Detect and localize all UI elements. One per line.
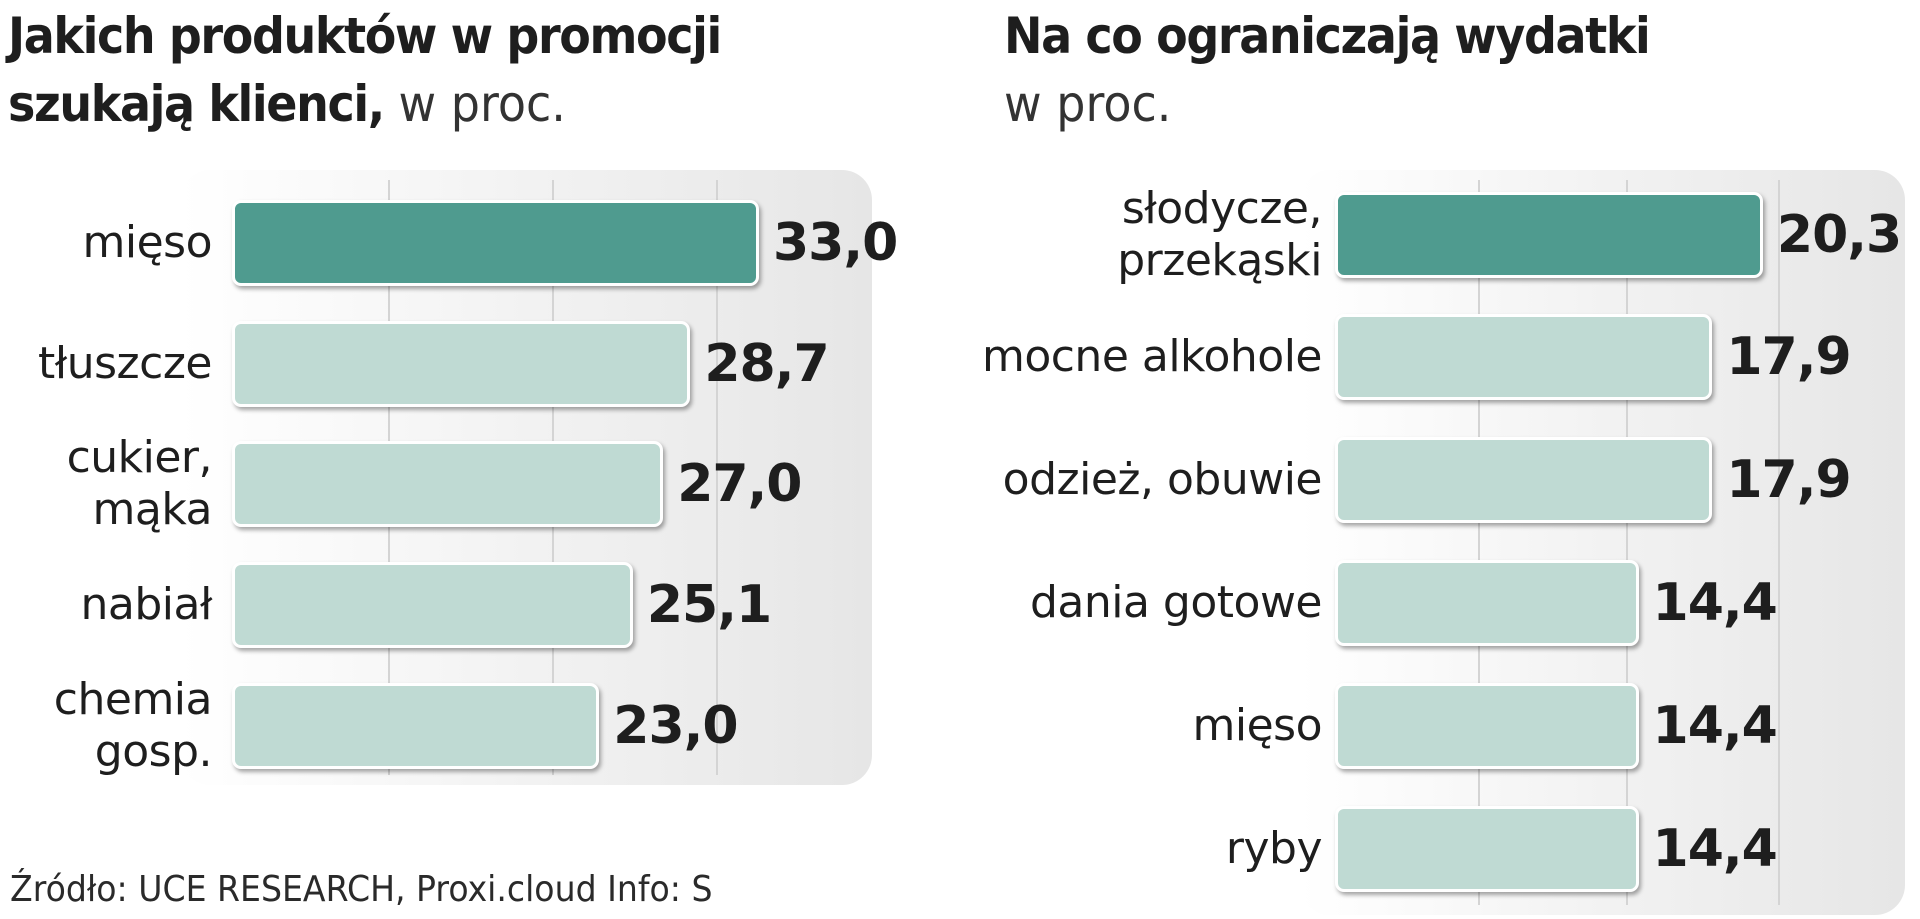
right-bar <box>1335 437 1713 523</box>
right-value-label: 17,9 <box>1726 327 1851 387</box>
right-category-label-line: odzież, obuwie <box>1002 454 1323 505</box>
left-value-label: 27,0 <box>677 454 802 514</box>
right-value-label: 17,9 <box>1726 450 1851 510</box>
left-chart-title-text: szukają klienci, <box>8 75 385 133</box>
left-value-label: 33,0 <box>773 213 898 273</box>
left-value-label: 25,1 <box>646 575 772 635</box>
left-bar <box>232 562 633 648</box>
right-category-label: dania gotowe <box>1029 577 1323 629</box>
right-category-label: odzież, obuwie <box>1002 454 1323 506</box>
left-category-label-line: mięso <box>82 217 213 268</box>
left-category-label: nabiał <box>80 579 213 631</box>
left-value-label: 23,0 <box>613 696 738 756</box>
right-category-label-line: mięso <box>1192 700 1323 751</box>
right-value-label: 14,4 <box>1652 696 1778 756</box>
left-bar <box>232 200 759 286</box>
right-value-label: 14,4 <box>1652 819 1778 879</box>
right-category-label: słodycze, przekąski <box>1117 183 1322 287</box>
left-category-label-line: mąka <box>92 484 213 535</box>
right-value-label: 14,4 <box>1652 573 1778 633</box>
left-gridline <box>716 180 718 775</box>
right-category-label-line: dania gotowe <box>1029 577 1323 628</box>
right-category-label-line: ryby <box>1225 823 1323 874</box>
left-chart-unit: w proc. <box>398 75 566 133</box>
right-value-label: 20,3 <box>1776 205 1902 265</box>
left-category-label-line: cukier, <box>66 432 213 483</box>
left-category-label: cukier, mąka <box>66 432 213 536</box>
left-bar <box>232 441 664 527</box>
right-gridline <box>1478 180 1480 905</box>
left-category-label: mięso <box>83 217 213 269</box>
left-category-label-line: chemia <box>53 674 213 725</box>
right-gridline <box>1626 180 1628 905</box>
right-chart-title-line1: Na co ograniczają wydatki <box>1004 7 1651 65</box>
right-chart-unit: w proc. <box>1004 75 1172 133</box>
right-category-label: mięso <box>1193 700 1323 752</box>
right-bar <box>1335 683 1639 769</box>
right-bar <box>1335 560 1639 646</box>
left-bar <box>232 683 600 769</box>
right-bar <box>1335 314 1713 400</box>
right-bar <box>1335 806 1639 892</box>
left-category-label-line: nabiał <box>80 579 213 630</box>
left-value-label: 28,7 <box>704 334 829 394</box>
right-bar <box>1335 192 1763 278</box>
right-category-label: ryby <box>1225 823 1323 875</box>
left-category-label: chemia gosp. <box>53 674 213 778</box>
left-category-label-line: gosp. <box>94 726 213 777</box>
source-note: Źródło: UCE RESEARCH, Proxi.cloud Info: … <box>10 869 713 910</box>
left-chart-title-line1: Jakich produktów w promocji <box>8 7 722 65</box>
right-gridline <box>1778 180 1780 905</box>
right-category-label-line: przekąski <box>1117 235 1322 286</box>
right-category-label-line: mocne alkohole <box>981 331 1323 382</box>
left-category-label-line: tłuszcze <box>37 338 213 389</box>
left-category-label: tłuszcze <box>37 338 213 390</box>
right-plot-background <box>1300 170 1905 915</box>
left-chart-title-line2: szukają klienci, w proc. <box>8 74 566 134</box>
left-bar <box>232 321 691 407</box>
right-category-label-line: słodycze, <box>1121 183 1323 234</box>
right-category-label: mocne alkohole <box>981 331 1323 383</box>
